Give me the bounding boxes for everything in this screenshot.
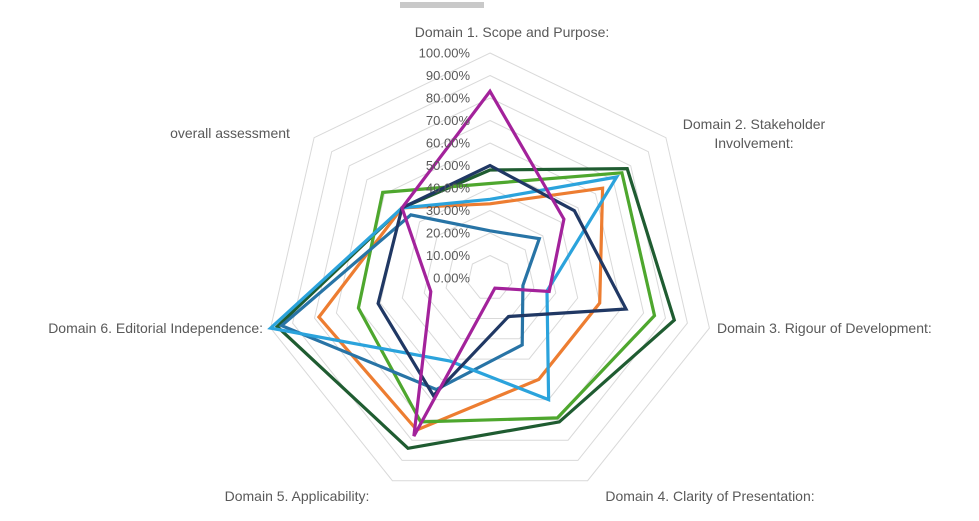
series-polygon-series-steel-blue — [278, 213, 542, 392]
series-polygon-series-orange — [316, 186, 605, 432]
series-polygon-series-magenta — [400, 88, 566, 437]
radial-tick-label: 70.00% — [426, 113, 471, 128]
gridline-ring — [379, 164, 601, 380]
radial-tick-label: 30.00% — [426, 203, 471, 218]
cropped-legend-artifact — [400, 2, 484, 8]
radial-tick-label: 50.00% — [426, 158, 471, 173]
series-polygon-series-navy — [376, 163, 629, 399]
axis-label-domain-6: Domain 6. Editorial Independence: — [48, 320, 263, 336]
axis-label-domain-2: Involvement: — [714, 135, 793, 151]
gridline-ring — [401, 187, 579, 360]
radial-tick-label: 40.00% — [426, 181, 471, 196]
radial-tick-label: 60.00% — [426, 136, 471, 151]
radial-tick-label: 90.00% — [426, 68, 471, 83]
axis-label-domain-5: Domain 5. Applicability: — [225, 488, 370, 504]
radial-tick-label: 10.00% — [426, 248, 471, 263]
radial-tick-label: 0.00% — [433, 271, 470, 286]
axis-label-overall: overall assessment — [170, 125, 290, 141]
radial-tick-label: 20.00% — [426, 226, 471, 241]
series-polygon-series-light-green — [356, 171, 657, 424]
axis-label-domain-3: Domain 3. Rigour of Development: — [717, 320, 932, 336]
gridline-ring — [292, 74, 688, 461]
gridline-ring — [423, 209, 557, 340]
axis-label-domain-2: Domain 2. Stakeholder — [683, 116, 826, 132]
axis-label-domain-4: Domain 4. Clarity of Presentation: — [605, 488, 814, 504]
gridline-ring — [467, 254, 513, 299]
radial-tick-label: 100.00% — [419, 46, 471, 61]
axis-label-domain-1: Domain 1. Scope and Purpose: — [415, 24, 610, 40]
gridline-ring — [270, 52, 710, 482]
gridline-ring — [445, 232, 535, 319]
series-polygon-series-light-blue — [267, 174, 620, 402]
radial-tick-label: 80.00% — [426, 91, 471, 106]
gridline-ring — [313, 97, 667, 441]
